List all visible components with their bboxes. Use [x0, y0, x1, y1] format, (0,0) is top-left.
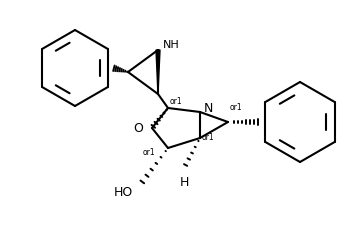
Text: or1: or1	[230, 103, 243, 112]
Text: NH: NH	[163, 40, 180, 50]
Text: or1: or1	[170, 97, 183, 106]
Text: or1: or1	[202, 133, 215, 142]
Text: HO: HO	[114, 185, 133, 199]
Polygon shape	[156, 50, 160, 94]
Text: N: N	[204, 102, 213, 114]
Text: O: O	[133, 121, 143, 134]
Text: or1: or1	[142, 148, 155, 157]
Text: H: H	[179, 176, 189, 189]
